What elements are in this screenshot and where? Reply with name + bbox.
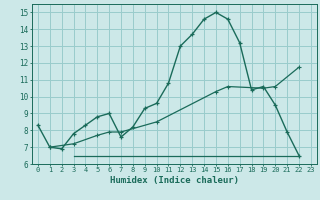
- X-axis label: Humidex (Indice chaleur): Humidex (Indice chaleur): [110, 176, 239, 185]
